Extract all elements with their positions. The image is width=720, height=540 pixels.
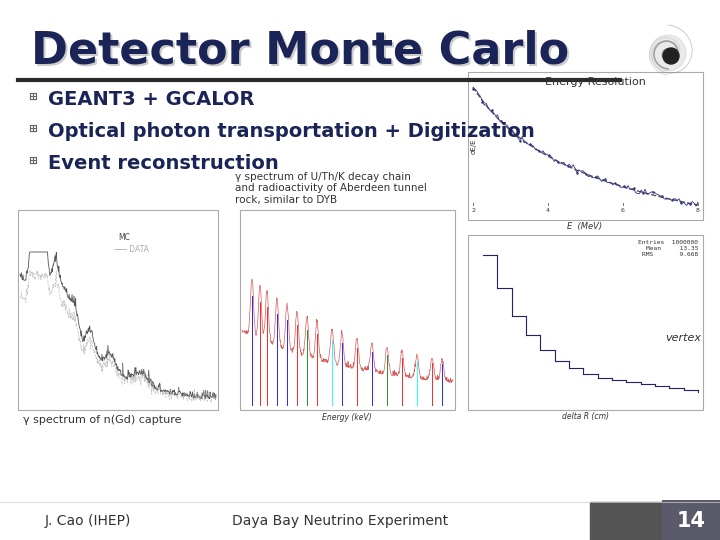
- Bar: [468, 235, 703, 410]
- Text: Optical photon transportation + Digitization: Optical photon transportation + Digitiza…: [48, 122, 535, 141]
- Text: 4: 4: [546, 208, 550, 213]
- Text: delta R (cm): delta R (cm): [562, 412, 608, 421]
- Text: J. Cao (IHEP): J. Cao (IHEP): [45, 514, 131, 528]
- Text: MC: MC: [118, 233, 130, 242]
- Text: Detector Monte Carlo: Detector Monte Carlo: [33, 32, 571, 75]
- Text: γ spectrum of n(Gd) capture: γ spectrum of n(Gd) capture: [23, 415, 181, 425]
- Text: γ spectrum of U/Th/K decay chain
and radioactivity of Aberdeen tunnel
rock, simi: γ spectrum of U/Th/K decay chain and rad…: [235, 172, 427, 205]
- Text: Daya Bay Neutrino Experiment: Daya Bay Neutrino Experiment: [232, 514, 448, 528]
- Bar: [468, 72, 703, 220]
- Circle shape: [663, 48, 679, 64]
- Bar: [662, 500, 720, 540]
- Text: 2: 2: [471, 208, 475, 213]
- Text: Detector Monte Carlo: Detector Monte Carlo: [31, 30, 569, 73]
- Text: 14: 14: [677, 511, 706, 531]
- Text: ─── DATA: ─── DATA: [113, 245, 149, 254]
- Text: σE/E: σE/E: [471, 138, 477, 154]
- Bar: [240, 210, 455, 410]
- Circle shape: [650, 35, 686, 71]
- Text: 8: 8: [696, 208, 700, 213]
- Text: Entries  1000000
Mean     13.35
RMS       9.668: Entries 1000000 Mean 13.35 RMS 9.668: [638, 240, 698, 256]
- Text: E  (MeV): E (MeV): [567, 222, 603, 231]
- Text: Energy Resolution: Energy Resolution: [544, 77, 645, 87]
- Text: Event reconstruction: Event reconstruction: [48, 154, 279, 173]
- Text: GEANT3 + GCALOR: GEANT3 + GCALOR: [48, 90, 254, 109]
- Text: vertex: vertex: [665, 333, 701, 343]
- Text: Energy (keV): Energy (keV): [322, 413, 372, 422]
- Bar: [18, 210, 218, 410]
- Text: 6: 6: [621, 208, 625, 213]
